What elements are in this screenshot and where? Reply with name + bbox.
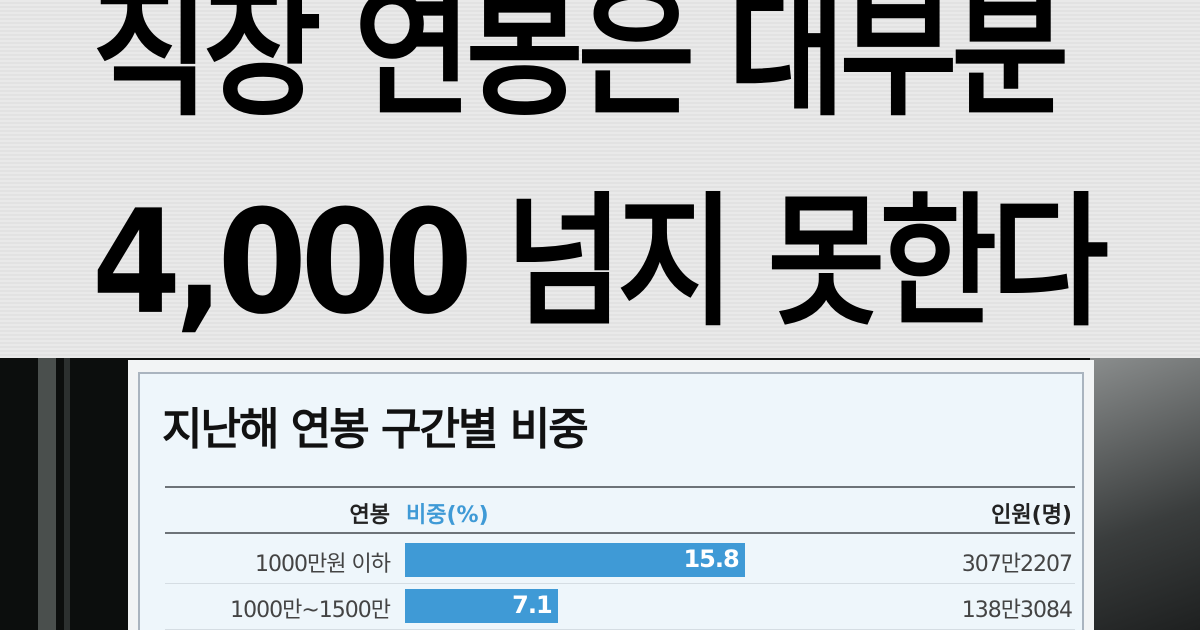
headline-background [0,0,1200,358]
background-wall [1090,358,1200,630]
headline-line-2: 4,000 넘지 못한다 [92,179,1109,347]
bar-value-label: 15.8 [683,545,739,573]
category-label: 1000만~1500만 [230,598,391,623]
background-pillar [38,358,56,630]
bar: 15.8 [405,543,745,577]
header-top-rule [165,486,1075,488]
chart-title: 지난해 연봉 구간별 비중 [162,404,589,455]
headline-line-1: 직장 연봉은 대부분 [92,0,1069,137]
count-value: 138만3084 [961,598,1073,623]
count-value: 307만2207 [961,552,1073,577]
header-category: 연봉 [349,503,390,528]
category-label: 1000만원 이하 [255,552,391,577]
header-bottom-rule [165,532,1075,534]
bar: 7.1 [405,589,558,623]
chart-panel [138,372,1084,630]
header-count: 인원(명) [991,503,1072,528]
background-pillar [64,358,70,630]
header-value: 비중(%) [406,503,489,528]
bar-value-label: 7.1 [512,591,553,619]
row-separator [165,583,1075,584]
